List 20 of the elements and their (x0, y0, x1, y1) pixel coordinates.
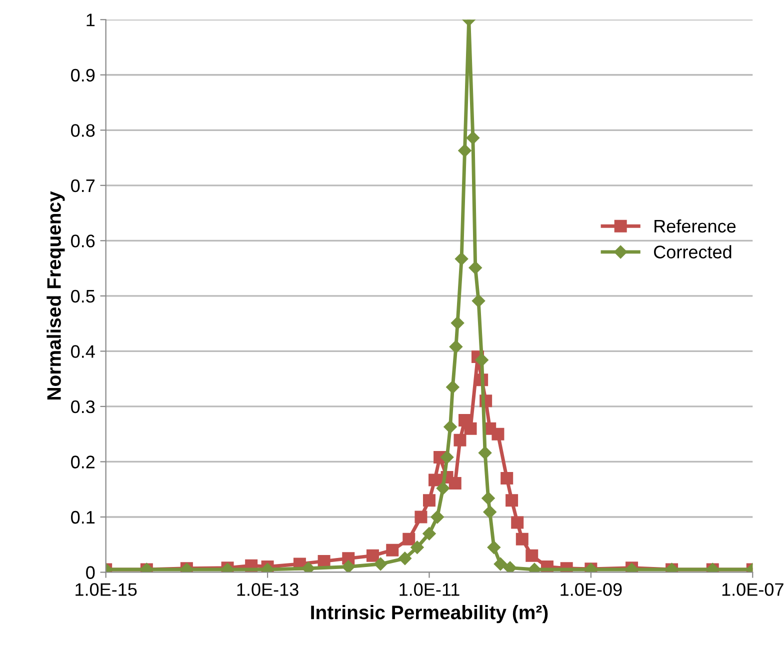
y-tick-label: 0.5 (71, 290, 95, 303)
x-tick-label: 1.0E-15 (76, 583, 137, 596)
y-tick-label: 0.3 (71, 400, 95, 414)
x-tick-label: 1.0E-11 (400, 583, 460, 596)
y-tick-label: 0.7 (71, 179, 95, 192)
y-tick-label: 0.9 (71, 68, 95, 82)
y-tick-label: 0 (86, 566, 95, 579)
y-axis-title: Normalised Frequency (46, 191, 65, 400)
y-tick-label: 0.2 (71, 456, 95, 468)
y-tick-label: 1 (86, 14, 95, 26)
legend-label: Corrected (654, 245, 732, 258)
y-tick-label: 0.6 (71, 234, 95, 248)
x-tick-label: 1.0E-07 (722, 583, 784, 596)
x-tick-label: 1.0E-13 (237, 583, 298, 596)
legend-label: Reference (654, 219, 736, 233)
y-tick-label: 0.8 (71, 124, 95, 137)
x-tick-label: 1.0E-09 (560, 583, 622, 596)
x-axis-title: Intrinsic Permeability (m²) (311, 605, 548, 624)
y-tick-label: 0.4 (71, 345, 95, 358)
y-tick-label: 0.1 (71, 510, 95, 524)
